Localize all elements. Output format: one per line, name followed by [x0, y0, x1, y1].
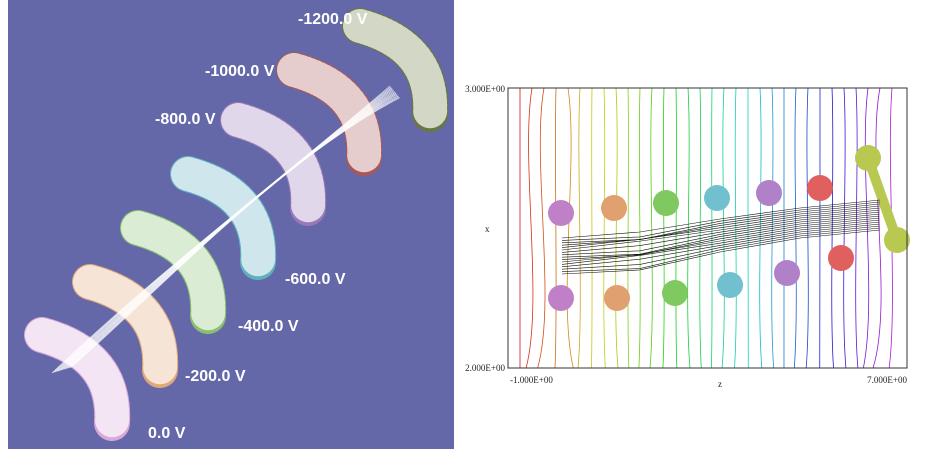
x-left-label: -1.000E+00 — [510, 375, 553, 385]
field-line — [794, 88, 796, 368]
end-electrode-cap — [855, 145, 881, 171]
electrode-disk — [756, 180, 782, 206]
field-line — [863, 88, 868, 368]
electrode-label: -200.0 V — [185, 368, 246, 385]
electrode-disk — [548, 200, 574, 226]
field-line — [628, 88, 629, 368]
field-line — [711, 88, 712, 368]
y-axis-label: x — [485, 224, 490, 234]
field-line — [844, 88, 846, 368]
electrode-label: -1000.0 V — [205, 63, 275, 80]
field-line — [538, 88, 545, 368]
field-line — [555, 88, 556, 368]
field-line — [650, 88, 652, 368]
field-line — [604, 88, 606, 368]
electrode-disk — [774, 260, 800, 286]
electrode-label: -800.0 V — [155, 111, 216, 128]
x-right-label: 7.000E+00 — [867, 375, 907, 385]
electrode-label: -1200.0 V — [298, 11, 368, 28]
electrode-label: -600.0 V — [285, 271, 346, 288]
electrode-disk — [604, 285, 630, 311]
electrode-label: -400.0 V — [238, 318, 299, 335]
electrode-label: 0.0 V — [148, 425, 186, 442]
electrode-disk — [548, 285, 574, 311]
electrode-disk — [807, 175, 833, 201]
field-line — [578, 88, 580, 368]
x-axis-label: z — [718, 379, 722, 389]
end-electrode-cap — [884, 227, 910, 253]
field-line — [832, 88, 834, 368]
field-line — [688, 88, 690, 368]
figure: -1200.0 V -1000.0 V -800.0 V -600.0 V -4… — [0, 0, 933, 449]
electrode-disk — [717, 272, 743, 298]
field-line — [526, 88, 533, 368]
field-line — [591, 88, 592, 368]
field-line — [567, 88, 573, 368]
electrode-disk — [828, 245, 854, 271]
y-top-label: 3.000E+00 — [465, 84, 505, 94]
field-line — [700, 88, 702, 368]
field-line — [616, 88, 618, 368]
field-line — [676, 88, 677, 368]
electrode-disk — [601, 195, 627, 221]
electrode-disk — [704, 185, 730, 211]
electrode-disk — [662, 280, 688, 306]
field-line — [806, 88, 808, 368]
field-line — [722, 88, 724, 368]
field-line — [639, 88, 640, 368]
y-bottom-label: 2.000E+00 — [465, 363, 505, 373]
end-electrode — [868, 158, 897, 240]
electrode-disk — [653, 190, 679, 216]
